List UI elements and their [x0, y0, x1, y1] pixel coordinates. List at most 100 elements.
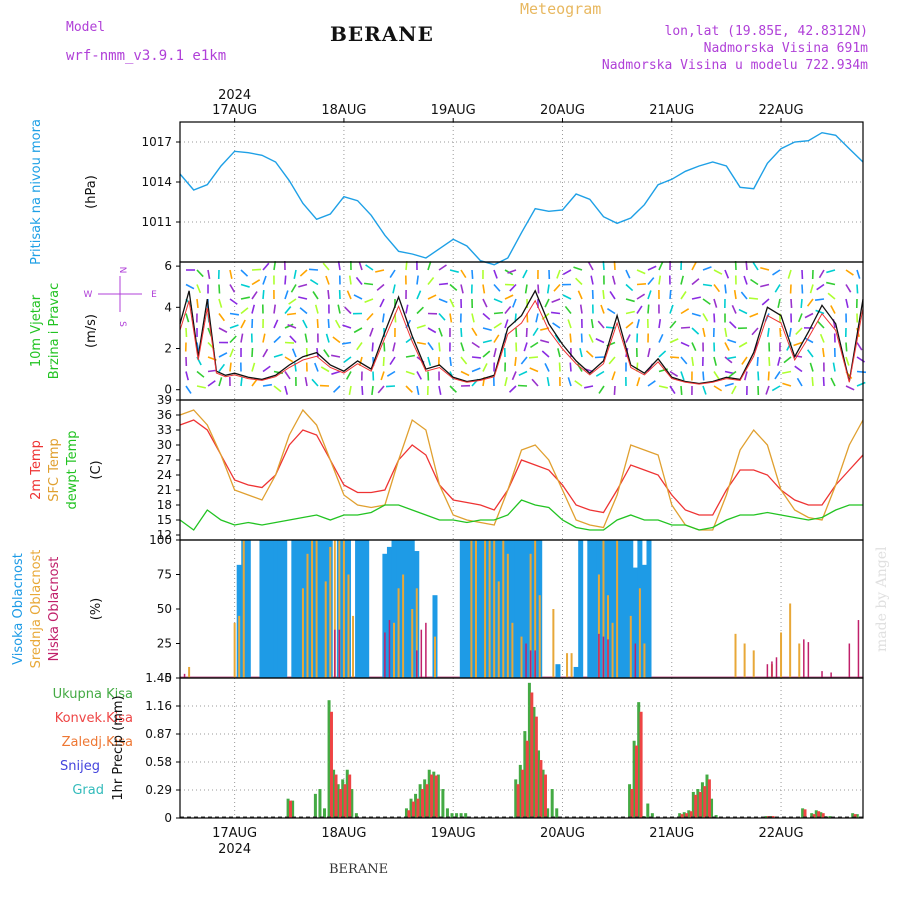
precip-bar-0	[700, 782, 704, 818]
cloud-bar-1	[607, 595, 610, 678]
wind-arrow	[327, 318, 330, 329]
precip-bar-0	[855, 814, 859, 818]
wind-arrow	[251, 304, 256, 314]
wind-arrow	[713, 385, 723, 392]
wind-arrow	[818, 269, 825, 279]
temp-line-2	[179, 499, 863, 531]
cloud-bar-2	[529, 650, 532, 678]
wind-arrow	[348, 275, 352, 285]
cloud-bar-2	[384, 632, 386, 678]
cloud-bar-1	[511, 622, 514, 678]
wind-arrow	[293, 269, 297, 279]
wind-arrow	[504, 294, 514, 300]
cloud-bar-1	[433, 636, 436, 678]
cloud-bar-2	[388, 620, 391, 678]
cloud-bar-1	[743, 643, 746, 678]
wind-arrow	[523, 342, 528, 352]
cloud-bar-2	[775, 657, 778, 678]
cloud-bar-1	[484, 540, 487, 678]
wind-arrow	[767, 371, 770, 381]
precip-bar-0	[332, 769, 336, 818]
wind-arrow	[809, 284, 814, 294]
wind-arrow	[493, 322, 502, 329]
wind-arrow	[827, 292, 836, 300]
precip-bar-1	[630, 789, 634, 818]
precip-legend-3: Snijeg	[60, 759, 100, 774]
precip-bar-0	[851, 813, 855, 818]
precip-bar-0	[441, 789, 445, 818]
wind-arrow	[647, 265, 657, 271]
wind-arrow	[334, 319, 341, 329]
wind-arrow	[588, 333, 594, 343]
precip-bar-0	[341, 779, 345, 818]
wind-arrow	[790, 298, 793, 309]
wind-arrow	[251, 362, 256, 372]
wind-arrow	[207, 380, 216, 387]
cloud-bar-1	[415, 588, 418, 678]
wind-unit-label: (m/s)	[84, 314, 99, 348]
wind-arrow	[358, 261, 363, 271]
wind-arrow	[405, 385, 413, 393]
wind-arrow	[251, 268, 262, 271]
cloud-bar-2	[634, 643, 637, 678]
wind-arrow	[438, 312, 446, 321]
wind-arrow	[845, 284, 852, 293]
wind-arrow	[713, 284, 721, 293]
wind-arrow	[316, 318, 319, 329]
wind-arrow	[702, 283, 713, 287]
wind-tick-label: 6	[164, 259, 172, 273]
wind-arrow	[240, 319, 246, 329]
wind-arrow	[680, 371, 685, 381]
cloud-bar-0	[382, 553, 388, 678]
wind-arrow	[724, 327, 728, 338]
wind-arrow	[493, 348, 497, 358]
watermark: made by Angel	[874, 546, 890, 652]
cloud-bar-2	[771, 661, 773, 678]
wind-arrow	[482, 284, 486, 294]
precip-bar-1	[803, 809, 807, 818]
wind-arrow	[597, 320, 605, 329]
wind-arrow	[691, 312, 701, 317]
wind-arrow	[240, 269, 249, 277]
wind-arrow	[323, 349, 330, 358]
wind-arrow	[794, 365, 803, 373]
precip-bar-0	[814, 810, 818, 818]
wind-arrow	[800, 298, 803, 309]
cloud-bar-1	[497, 581, 500, 678]
wind-arrow	[493, 298, 503, 304]
wind-arrow	[229, 298, 238, 305]
cloud-bar-0	[610, 540, 616, 678]
wind-arrow	[304, 333, 308, 343]
wind-arrow	[218, 377, 223, 387]
wind-arrow	[366, 312, 374, 321]
wind-arrow	[284, 275, 287, 285]
wind-arrow	[702, 298, 711, 305]
wind-arrow	[554, 334, 561, 343]
wind-arrow	[427, 342, 434, 351]
cloud-bar-0	[364, 540, 370, 678]
wind-arrow	[369, 327, 374, 337]
wind-arrow	[493, 269, 498, 279]
wind-arrow	[584, 385, 594, 389]
cloud-bar-0	[459, 540, 465, 678]
cloud-bar-1	[393, 622, 396, 678]
cloud-bar-1	[643, 643, 646, 678]
wind-arrow	[507, 269, 517, 274]
wind-arrow	[625, 283, 634, 292]
wind-arrow	[493, 311, 504, 315]
wind-arrow	[273, 319, 279, 329]
wind-arrow	[229, 335, 237, 344]
wind-arrow	[815, 309, 825, 315]
wind-arrow	[460, 370, 470, 377]
wind-arrow	[449, 385, 457, 393]
wind-arrow	[546, 376, 550, 387]
pressure-axis-label: Pritisak na nivou mora	[29, 119, 44, 265]
cloud-bar-2	[803, 639, 805, 678]
precip-bar-0	[527, 682, 531, 818]
wind-arrow	[337, 304, 341, 314]
wind-arrow	[702, 385, 707, 395]
precip-legend-4: Grad	[72, 783, 104, 798]
wind-arrow	[724, 356, 733, 364]
wind-arrow	[298, 283, 308, 288]
precip-bar-0	[291, 800, 295, 818]
